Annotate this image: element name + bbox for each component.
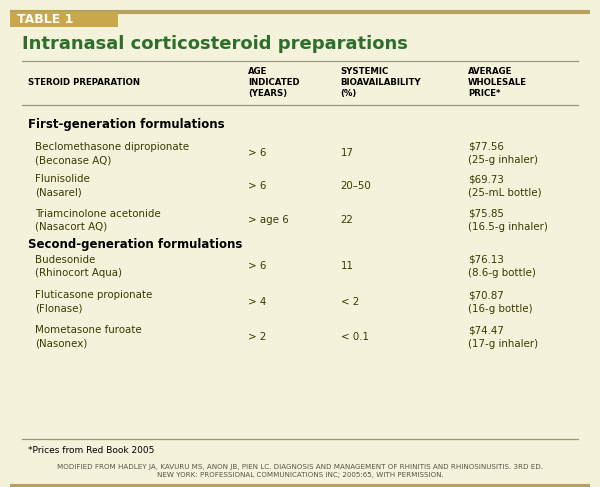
Text: Beclomethasone dipropionate
(Beconase AQ): Beclomethasone dipropionate (Beconase AQ… — [35, 142, 189, 165]
Text: > 4: > 4 — [248, 297, 266, 307]
Text: $69.73
(25-mL bottle): $69.73 (25-mL bottle) — [468, 174, 542, 198]
Text: Mometasone furoate
(Nasonex): Mometasone furoate (Nasonex) — [35, 325, 142, 349]
Text: > 6: > 6 — [248, 149, 266, 158]
Text: < 2: < 2 — [341, 297, 359, 307]
Text: Intranasal corticosteroid preparations: Intranasal corticosteroid preparations — [22, 35, 408, 53]
Text: 20–50: 20–50 — [341, 181, 371, 191]
Text: 17: 17 — [341, 149, 353, 158]
Text: $76.13
(8.6-g bottle): $76.13 (8.6-g bottle) — [468, 255, 536, 278]
Text: > 2: > 2 — [248, 332, 266, 342]
Text: STEROID PREPARATION: STEROID PREPARATION — [28, 78, 140, 87]
Text: $74.47
(17-g inhaler): $74.47 (17-g inhaler) — [468, 325, 538, 349]
Text: > age 6: > age 6 — [248, 215, 289, 225]
Text: Budesonide
(Rhinocort Aqua): Budesonide (Rhinocort Aqua) — [35, 255, 122, 278]
Text: $70.87
(16-g bottle): $70.87 (16-g bottle) — [468, 290, 533, 314]
Text: Fluticasone propionate
(Flonase): Fluticasone propionate (Flonase) — [35, 290, 152, 314]
Text: Flunisolide
(Nasarel): Flunisolide (Nasarel) — [35, 174, 89, 198]
Text: 11: 11 — [341, 262, 353, 271]
Text: Triamcinolone acetonide
(Nasacort AQ): Triamcinolone acetonide (Nasacort AQ) — [35, 208, 161, 232]
Text: > 6: > 6 — [248, 181, 266, 191]
Text: 22: 22 — [341, 215, 353, 225]
Text: SYSTEMIC
BIOAVAILABILITY
(%): SYSTEMIC BIOAVAILABILITY (%) — [341, 67, 421, 98]
Text: TABLE 1: TABLE 1 — [17, 13, 74, 26]
Text: *Prices from Red Book 2005: *Prices from Red Book 2005 — [28, 446, 154, 455]
Text: MODIFIED FROM HADLEY JA, KAVURU MS, ANON JB, PIEN LC. DIAGNOSIS AND MANAGEMENT O: MODIFIED FROM HADLEY JA, KAVURU MS, ANON… — [57, 464, 543, 478]
Text: Second-generation formulations: Second-generation formulations — [28, 239, 242, 251]
Text: > 6: > 6 — [248, 262, 266, 271]
FancyBboxPatch shape — [10, 12, 118, 27]
Text: AGE
INDICATED
(YEARS): AGE INDICATED (YEARS) — [248, 67, 299, 98]
Text: First-generation formulations: First-generation formulations — [28, 118, 224, 131]
Text: < 0.1: < 0.1 — [341, 332, 368, 342]
Text: $75.85
(16.5-g inhaler): $75.85 (16.5-g inhaler) — [468, 208, 548, 232]
Text: AVERAGE
WHOLESALE
PRICE*: AVERAGE WHOLESALE PRICE* — [468, 67, 527, 98]
Text: $77.56
(25-g inhaler): $77.56 (25-g inhaler) — [468, 142, 538, 165]
